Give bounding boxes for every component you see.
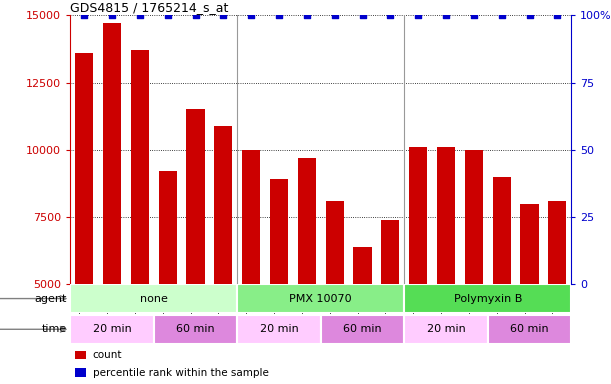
Text: GSM770870: GSM770870 <box>469 286 478 337</box>
Text: 20 min: 20 min <box>93 324 131 334</box>
Text: GSM770868: GSM770868 <box>414 286 423 337</box>
Text: GSM770879: GSM770879 <box>553 286 562 337</box>
Text: GSM770874: GSM770874 <box>330 286 339 337</box>
Bar <box>492 177 511 284</box>
Bar <box>437 147 455 284</box>
Text: GSM770877: GSM770877 <box>497 286 506 337</box>
Point <box>525 12 535 18</box>
Text: 20 min: 20 min <box>260 324 298 334</box>
Bar <box>326 201 344 284</box>
Point <box>246 12 256 18</box>
Bar <box>404 284 571 313</box>
Text: GDS4815 / 1765214_s_at: GDS4815 / 1765214_s_at <box>70 1 229 14</box>
Point <box>469 12 479 18</box>
Text: 60 min: 60 min <box>510 324 549 334</box>
Bar <box>75 53 93 284</box>
Text: GSM770872: GSM770872 <box>191 286 200 337</box>
Bar <box>154 315 237 344</box>
Point <box>413 12 423 18</box>
Text: GSM770865: GSM770865 <box>247 286 255 337</box>
Bar <box>103 23 121 284</box>
Text: PMX 10070: PMX 10070 <box>290 293 352 304</box>
Point <box>107 12 117 18</box>
Point <box>386 12 395 18</box>
Text: GSM770873: GSM770873 <box>219 286 228 337</box>
Bar <box>186 109 205 284</box>
Text: 60 min: 60 min <box>176 324 215 334</box>
Bar <box>404 315 488 344</box>
Text: 60 min: 60 min <box>343 324 382 334</box>
Text: time: time <box>42 324 67 334</box>
Bar <box>521 204 538 284</box>
Bar <box>159 171 177 284</box>
Bar <box>70 315 154 344</box>
Text: count: count <box>93 350 122 360</box>
Bar <box>75 351 86 359</box>
Text: GSM770871: GSM770871 <box>163 286 172 337</box>
Bar <box>321 315 404 344</box>
Text: GSM770875: GSM770875 <box>358 286 367 337</box>
Bar <box>548 201 566 284</box>
Point <box>135 12 145 18</box>
Bar <box>298 158 316 284</box>
Point <box>191 12 200 18</box>
Text: GSM770867: GSM770867 <box>302 286 312 337</box>
Point <box>552 12 562 18</box>
Bar <box>354 247 371 284</box>
Bar <box>214 126 232 284</box>
Bar <box>381 220 400 284</box>
Bar <box>242 150 260 284</box>
Text: Polymyxin B: Polymyxin B <box>453 293 522 304</box>
Bar <box>75 368 86 377</box>
Text: GSM770866: GSM770866 <box>274 286 284 337</box>
Text: GSM770863: GSM770863 <box>108 286 117 337</box>
Text: percentile rank within the sample: percentile rank within the sample <box>93 367 269 377</box>
Bar <box>409 147 427 284</box>
Point <box>330 12 340 18</box>
Text: GSM770876: GSM770876 <box>386 286 395 337</box>
Text: GSM770864: GSM770864 <box>136 286 144 337</box>
Bar <box>70 284 237 313</box>
Bar <box>270 179 288 284</box>
Text: GSM770878: GSM770878 <box>525 286 534 337</box>
Bar <box>237 284 404 313</box>
Bar <box>488 315 571 344</box>
Text: none: none <box>140 293 167 304</box>
Point <box>79 12 89 18</box>
Point <box>441 12 451 18</box>
Point <box>219 12 229 18</box>
Text: GSM770869: GSM770869 <box>442 286 450 337</box>
Point <box>497 12 507 18</box>
Text: GSM770862: GSM770862 <box>79 286 89 337</box>
Text: 20 min: 20 min <box>426 324 466 334</box>
Point <box>302 12 312 18</box>
Bar <box>465 150 483 284</box>
Point <box>357 12 367 18</box>
Bar <box>237 315 321 344</box>
Bar <box>131 50 149 284</box>
Point <box>274 12 284 18</box>
Text: agent: agent <box>35 293 67 304</box>
Point <box>163 12 172 18</box>
